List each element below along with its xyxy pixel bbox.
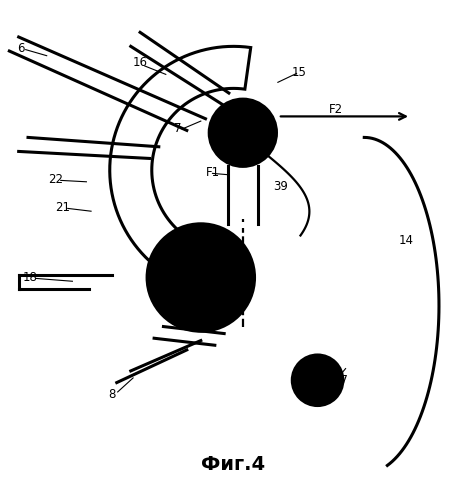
Text: 39: 39 bbox=[273, 180, 288, 193]
Polygon shape bbox=[110, 46, 251, 271]
Text: 14: 14 bbox=[399, 234, 414, 247]
Text: Фиг.4: Фиг.4 bbox=[201, 455, 266, 474]
Circle shape bbox=[292, 355, 343, 406]
Text: 15: 15 bbox=[291, 65, 306, 78]
Circle shape bbox=[209, 99, 276, 166]
Text: F1: F1 bbox=[205, 166, 219, 179]
Text: 16: 16 bbox=[133, 56, 148, 69]
Text: 37: 37 bbox=[333, 374, 348, 387]
Text: 8: 8 bbox=[108, 388, 116, 401]
Text: 7: 7 bbox=[174, 122, 181, 135]
Text: 22: 22 bbox=[49, 173, 64, 186]
Text: 6: 6 bbox=[17, 42, 25, 55]
Text: 18: 18 bbox=[23, 271, 38, 284]
Text: F2: F2 bbox=[329, 103, 343, 116]
Polygon shape bbox=[228, 166, 258, 224]
Text: 17: 17 bbox=[165, 275, 180, 289]
Text: 21: 21 bbox=[56, 201, 71, 214]
Circle shape bbox=[147, 224, 255, 331]
